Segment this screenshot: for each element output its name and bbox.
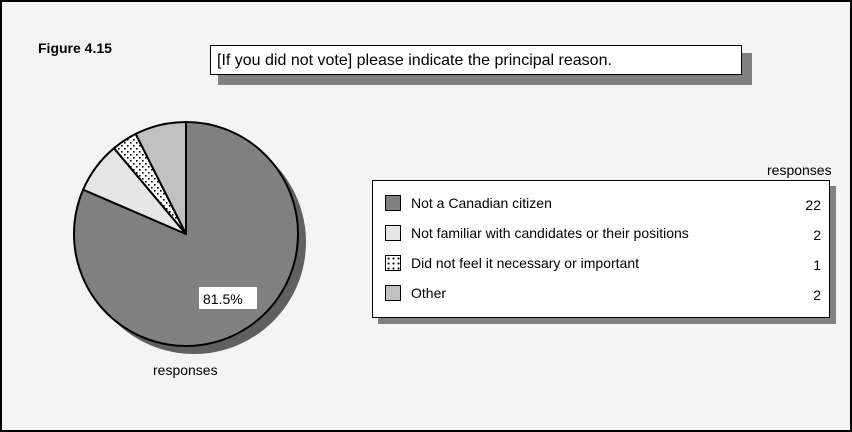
data-label-not-citizen: 81.5% bbox=[203, 291, 243, 307]
legend: Not a Canadian citizen 22 Not familiar w… bbox=[372, 180, 830, 318]
legend-swatch-not-necessary bbox=[385, 255, 401, 271]
legend-swatch-not-citizen bbox=[385, 195, 401, 211]
question-box: [If you did not vote] please indicate th… bbox=[210, 45, 742, 75]
legend-swatch-not-familiar bbox=[385, 225, 401, 241]
legend-item: Not a Canadian citizen 22 bbox=[381, 193, 821, 215]
legend-value: 2 bbox=[813, 227, 821, 243]
legend-swatch-other bbox=[385, 285, 401, 301]
legend-label: Did not feel it necessary or important bbox=[411, 255, 639, 271]
legend-label: Not familiar with candidates or their po… bbox=[411, 225, 689, 241]
legend-item: Not familiar with candidates or their po… bbox=[381, 223, 821, 245]
figure-label: Figure 4.15 bbox=[38, 40, 112, 56]
legend-value: 22 bbox=[805, 197, 821, 213]
pie-caption: responses bbox=[153, 362, 218, 378]
pie-slice-other bbox=[134, 121, 187, 235]
legend-label: Other bbox=[411, 285, 447, 301]
legend-item: Other 2 bbox=[381, 283, 821, 305]
legend-item: Did not feel it necessary or important 1 bbox=[381, 253, 821, 275]
data-label-background bbox=[199, 287, 257, 309]
legend-label: Not a Canadian citizen bbox=[411, 195, 552, 211]
legend-header: responses bbox=[767, 162, 832, 178]
legend-value: 2 bbox=[813, 287, 821, 303]
legend-value: 1 bbox=[813, 257, 821, 273]
